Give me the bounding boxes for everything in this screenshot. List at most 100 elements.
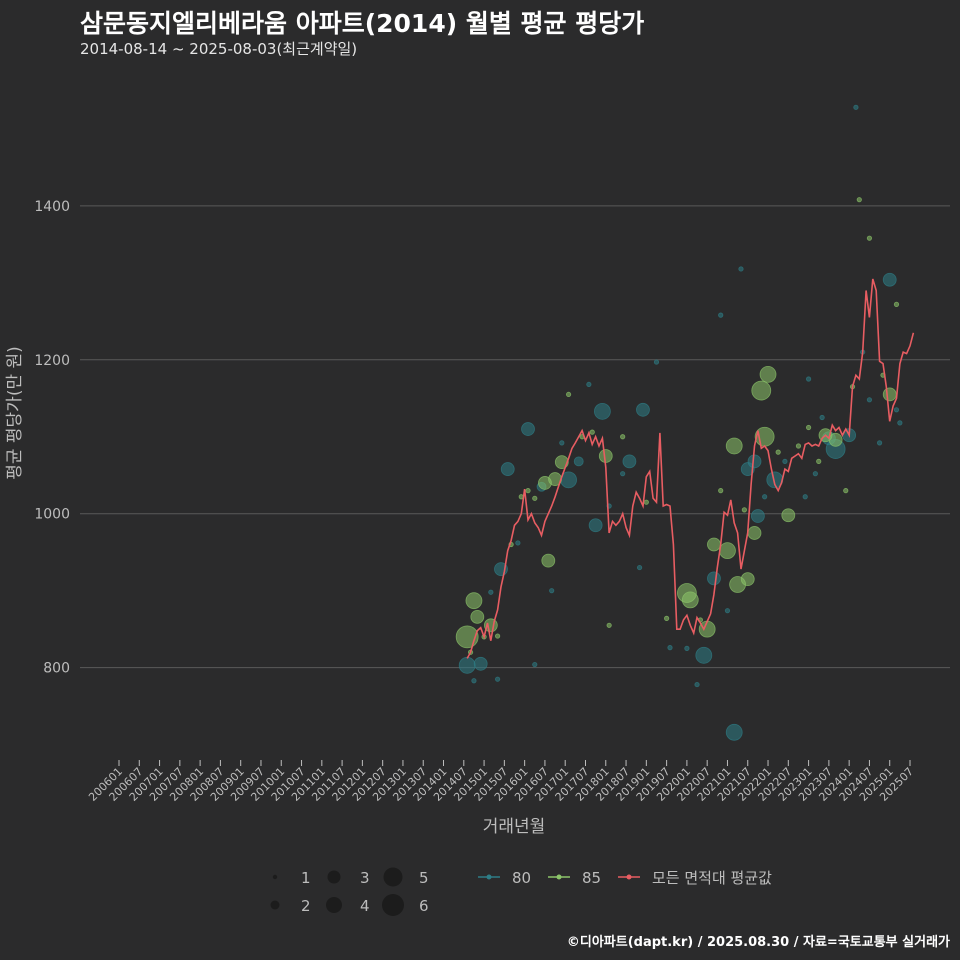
point-85-63 bbox=[532, 495, 538, 501]
point-85-101 bbox=[866, 235, 873, 241]
point-80-52 bbox=[897, 420, 903, 426]
point-85-90 bbox=[759, 365, 777, 383]
point-85-89 bbox=[754, 426, 775, 447]
y-tick-label-1200: 1200 bbox=[34, 353, 70, 369]
size-legend-dot-4 bbox=[326, 897, 342, 913]
point-80-1 bbox=[471, 678, 477, 684]
point-85-68 bbox=[565, 391, 572, 398]
point-80-17 bbox=[593, 402, 611, 420]
legend-label-1: 85 bbox=[582, 869, 601, 887]
point-80-8 bbox=[521, 422, 535, 436]
gridlines bbox=[80, 205, 950, 669]
point-80-39 bbox=[802, 494, 808, 500]
legend-marker-2 bbox=[626, 874, 632, 880]
point-80-4 bbox=[494, 676, 501, 682]
point-85-98 bbox=[843, 488, 849, 494]
point-80-40 bbox=[805, 376, 812, 382]
point-85-82 bbox=[719, 542, 736, 560]
point-80-9 bbox=[532, 661, 538, 668]
point-85-91 bbox=[775, 449, 781, 455]
point-80-15 bbox=[586, 381, 592, 388]
point-85-80 bbox=[707, 537, 721, 552]
point-85-62 bbox=[525, 488, 531, 494]
point-80-19 bbox=[620, 471, 626, 477]
credit-text: ©디아파트(dapt.kr) / 2025.08.30 / 자료=국토교통부 실… bbox=[566, 935, 950, 950]
series-legend: 80 85 모든 면적대 평균값 bbox=[478, 869, 772, 887]
point-80-34 bbox=[747, 454, 762, 469]
point-80-6 bbox=[500, 462, 515, 476]
size-legend: 1 2 3 4 5 6 bbox=[270, 867, 429, 916]
point-80-23 bbox=[653, 359, 660, 365]
data-points bbox=[455, 104, 903, 741]
point-80-32 bbox=[738, 266, 744, 272]
point-80-38 bbox=[782, 458, 788, 464]
point-80-29 bbox=[718, 312, 724, 318]
point-80-16 bbox=[588, 518, 603, 533]
point-80-46 bbox=[853, 104, 859, 110]
point-80-7 bbox=[515, 540, 521, 546]
chart-subtitle: 2014-08-14 ~ 2025-08-03(최근계약일) bbox=[80, 40, 358, 58]
point-85-75 bbox=[664, 615, 670, 621]
legend-label-2: 모든 면적대 평균값 bbox=[652, 869, 772, 887]
size-legend-label-4: 4 bbox=[360, 897, 370, 915]
point-80-28 bbox=[707, 571, 721, 586]
point-80-48 bbox=[866, 397, 873, 403]
point-85-85 bbox=[741, 507, 747, 513]
point-85-88 bbox=[751, 380, 772, 401]
point-80-14 bbox=[573, 456, 584, 467]
legend-marker-0 bbox=[486, 874, 492, 880]
point-85-72 bbox=[606, 622, 612, 628]
point-80-24 bbox=[667, 645, 673, 651]
point-85-97 bbox=[828, 432, 843, 447]
point-80-51 bbox=[893, 407, 900, 413]
point-85-83 bbox=[725, 437, 743, 455]
chart-title: 삼문동지엘리베라움 아파트(2014) 월별 평균 평당가 bbox=[80, 9, 645, 38]
point-80-20 bbox=[622, 454, 637, 469]
point-80-42 bbox=[819, 414, 825, 421]
point-85-103 bbox=[882, 387, 897, 402]
x-axis-label: 거래년월 bbox=[483, 817, 546, 837]
point-85-94 bbox=[805, 424, 812, 431]
point-80-27 bbox=[695, 646, 713, 664]
size-legend-label-2: 2 bbox=[301, 897, 311, 915]
size-legend-label-1: 1 bbox=[301, 869, 311, 887]
point-85-100 bbox=[856, 197, 862, 203]
size-legend-label-6: 6 bbox=[419, 897, 429, 915]
y-axis: 800 1000 1200 1400 bbox=[34, 199, 70, 677]
point-85-93 bbox=[795, 443, 802, 449]
point-85-55 bbox=[465, 592, 483, 610]
legend-marker-1 bbox=[556, 874, 562, 880]
point-80-31 bbox=[725, 723, 743, 741]
point-85-104 bbox=[893, 301, 900, 307]
point-80-35 bbox=[750, 509, 765, 523]
point-85-95 bbox=[816, 458, 822, 464]
point-80-0 bbox=[458, 656, 476, 674]
y-tick-label-1000: 1000 bbox=[34, 507, 70, 523]
point-80-21 bbox=[636, 564, 643, 571]
point-85-87 bbox=[747, 526, 762, 540]
point-85-92 bbox=[781, 508, 796, 523]
point-85-70 bbox=[589, 429, 595, 435]
size-legend-dot-1 bbox=[272, 874, 278, 880]
size-legend-label-3: 3 bbox=[360, 869, 370, 887]
size-legend-dot-2 bbox=[270, 900, 280, 910]
point-80-26 bbox=[694, 681, 700, 688]
x-axis: 2006012006072007012007072008012008072009… bbox=[86, 760, 916, 804]
point-80-12 bbox=[559, 440, 565, 446]
average-line-layer bbox=[466, 278, 915, 659]
average-line bbox=[466, 278, 915, 659]
point-80-30 bbox=[724, 608, 731, 614]
point-80-49 bbox=[876, 440, 883, 446]
point-80-2 bbox=[473, 656, 488, 671]
size-legend-dot-3 bbox=[327, 870, 341, 884]
y-axis-label: 평균 평당가(만 원) bbox=[5, 346, 25, 480]
y-tick-label-1400: 1400 bbox=[34, 199, 70, 215]
point-80-22 bbox=[636, 402, 650, 417]
point-85-65 bbox=[541, 553, 556, 568]
point-85-73 bbox=[620, 434, 626, 440]
point-85-86 bbox=[740, 572, 755, 587]
point-85-81 bbox=[718, 488, 724, 494]
size-legend-dot-5 bbox=[383, 867, 403, 887]
size-legend-label-5: 5 bbox=[419, 869, 429, 887]
